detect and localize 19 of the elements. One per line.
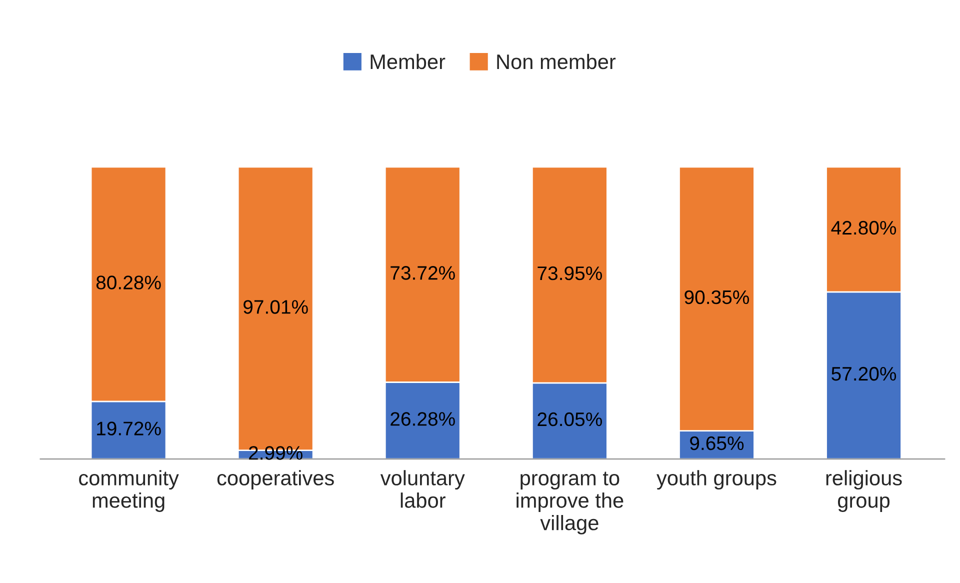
- legend-label: Non member: [497, 54, 616, 70]
- x-tick-label: program to improve the village: [516, 472, 624, 534]
- legend-label: Member: [370, 54, 446, 70]
- data-label: 26.05%: [538, 412, 602, 426]
- x-tick-label: cooperatives: [217, 470, 334, 490]
- x-tick-label: voluntary labor: [380, 470, 465, 508]
- data-label: 42.80%: [831, 220, 896, 235]
- data-label: 97.01%: [244, 300, 308, 314]
- x-tick-label: community meeting: [79, 470, 179, 512]
- x-tick-label: youth groups: [656, 470, 776, 490]
- x-tick-label: religious group: [826, 470, 902, 512]
- data-label: 57.20%: [832, 366, 896, 381]
- data-label: 19.72%: [97, 422, 161, 436]
- data-label: 9.65%: [690, 436, 744, 450]
- data-label: 73.95%: [538, 266, 602, 280]
- data-label: 90.35%: [684, 290, 750, 304]
- data-label: 73.72%: [390, 266, 455, 280]
- data-label: 26.28%: [390, 412, 455, 426]
- data-label: 80.28%: [96, 276, 161, 290]
